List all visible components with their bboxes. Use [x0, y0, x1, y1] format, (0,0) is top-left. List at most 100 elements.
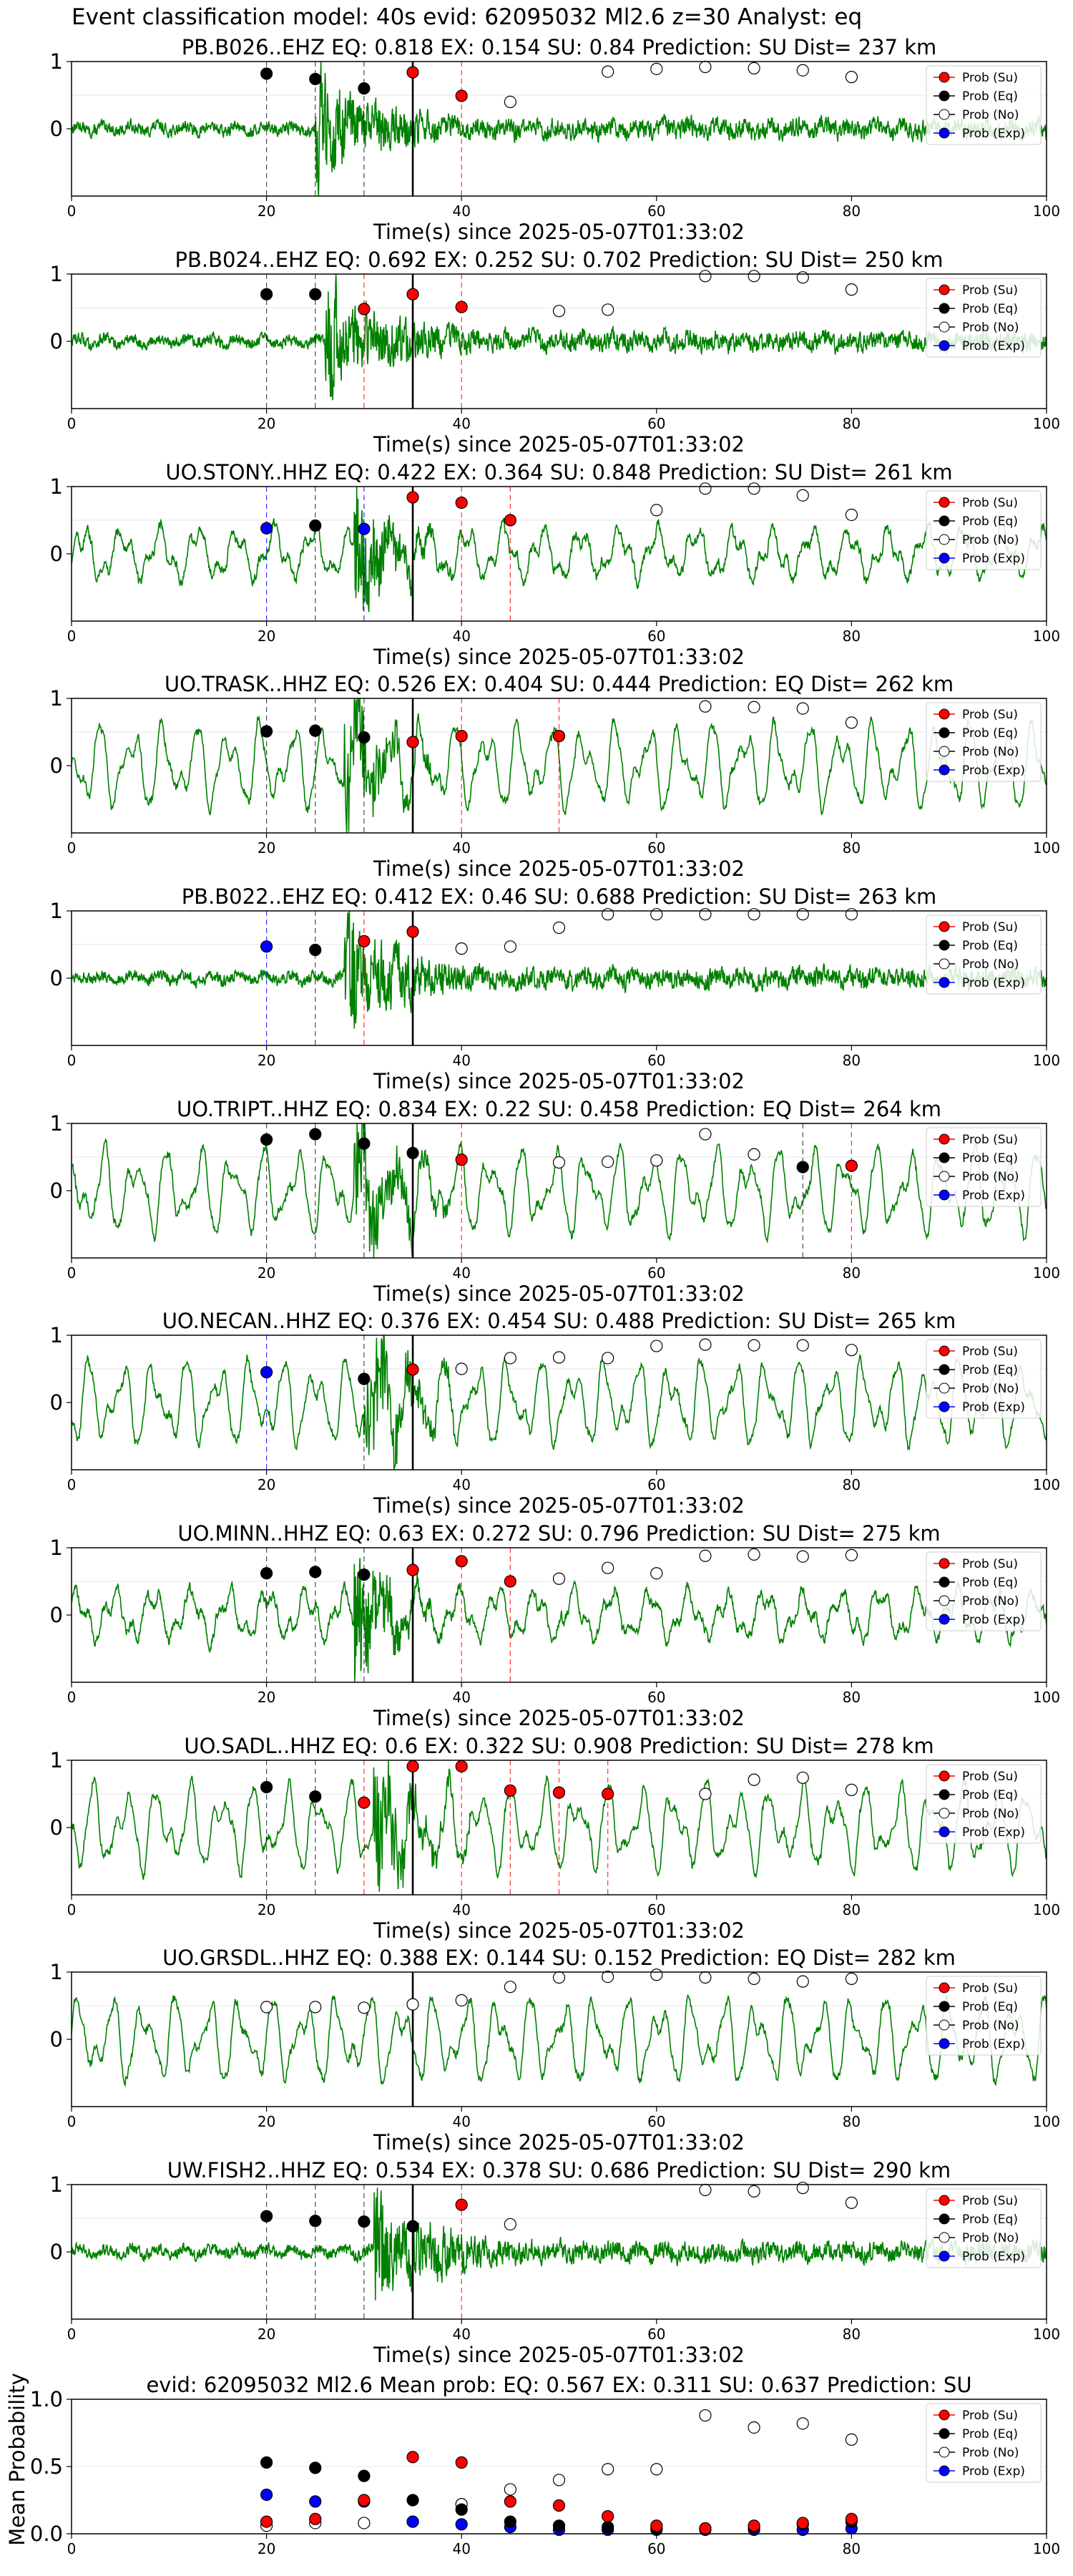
x-tick-label: 0 [67, 203, 77, 220]
plot-area [72, 62, 1047, 196]
legend-label: Prob (Su) [962, 1345, 1018, 1359]
x-tick-label: 0 [67, 2540, 77, 2557]
x-tick-label: 80 [843, 1901, 861, 1918]
prob-no-marker [748, 701, 760, 713]
x-axis-label: Time(s) since 2025-05-07T01:33:02 [373, 2343, 745, 2367]
legend-box [926, 2188, 1042, 2268]
legend-marker [939, 2446, 950, 2458]
x-tick-label: 40 [452, 839, 470, 857]
legend-label: Prob (Su) [962, 1557, 1018, 1571]
plot-area [72, 698, 1047, 833]
legend-marker [939, 2038, 950, 2049]
prob-no-marker [748, 62, 760, 75]
prob-no-marker [699, 1549, 712, 1562]
x-tick-label: 40 [452, 2540, 470, 2557]
legend-label: Prob (Su) [962, 2409, 1018, 2423]
panel-8: UO.MINN..HHZ EQ: 0.63 EX: 0.272 SU: 0.79… [50, 1521, 1061, 1730]
prob-eq-marker [260, 1567, 273, 1580]
plot-area [72, 1972, 1047, 2107]
x-tick-label: 20 [258, 1901, 275, 1918]
prob-su-marker [504, 2495, 516, 2508]
prob-su-marker [552, 2499, 566, 2512]
legend-label: Prob (Eq) [962, 1788, 1018, 1802]
y-tick-label: 1.0 [30, 2387, 63, 2411]
prob-no-marker [406, 1998, 419, 2011]
prob-no-marker [650, 1340, 663, 1352]
prob-eq-marker [358, 1137, 371, 1150]
legend-label: Prob (Exp) [962, 763, 1025, 778]
prob-su-marker [406, 2451, 419, 2464]
prob-eq-marker [358, 82, 371, 95]
legend-label: Prob (Eq) [962, 89, 1018, 104]
legend-label: Prob (No) [962, 2019, 1019, 2033]
prob-no-marker [504, 1981, 516, 1994]
legend-label: Prob (Exp) [962, 2464, 1025, 2479]
prob-su-marker [552, 730, 566, 743]
prob-su-marker [406, 925, 419, 938]
prob-su-marker [455, 1555, 468, 1568]
prob-no-marker [309, 2001, 322, 2014]
legend-label: Prob (Eq) [962, 726, 1018, 741]
legend-marker [939, 515, 950, 527]
legend-label: Prob (Exp) [962, 2250, 1025, 2264]
prob-su-marker [455, 2198, 468, 2211]
x-tick-label: 100 [1033, 1052, 1060, 1069]
axes-frame [71, 486, 1047, 622]
prob-eq-marker [358, 1372, 371, 1385]
prob-exp-marker [309, 2495, 322, 2508]
panel-title: UO.TRASK..HHZ EQ: 0.526 EX: 0.404 SU: 0.… [165, 672, 954, 696]
prob-eq-marker [260, 288, 273, 301]
legend-marker [939, 940, 950, 951]
prob-no-marker [796, 271, 809, 284]
legend-label: Prob (No) [962, 2446, 1019, 2460]
x-tick-label: 0 [67, 1689, 77, 1706]
prob-no-marker [845, 1344, 858, 1357]
panel-6: UO.TRIPT..HHZ EQ: 0.834 EX: 0.22 SU: 0.4… [50, 1097, 1061, 1306]
x-tick-label: 40 [452, 1264, 470, 1282]
y-tick-label: 1 [50, 686, 63, 711]
prob-no-marker [796, 2182, 809, 2195]
panel-12: evid: 62095032 Ml2.6 Mean prob: EQ: 0.56… [5, 2373, 1060, 2557]
legend-marker [939, 1558, 950, 1569]
x-axis-label: Time(s) since 2025-05-07T01:33:02 [373, 1493, 745, 1518]
legend-marker [939, 284, 950, 296]
figure-title: Event classification model: 40s evid: 62… [72, 4, 863, 30]
legend-marker [939, 977, 950, 988]
prob-no-marker [552, 921, 566, 935]
prob-su-marker [699, 2522, 712, 2535]
x-tick-label: 40 [452, 1052, 470, 1069]
x-tick-label: 20 [258, 203, 275, 220]
y-tick-label: 1 [50, 49, 63, 74]
x-tick-label: 80 [843, 1689, 861, 1706]
panel-title: PB.B022..EHZ EQ: 0.412 EX: 0.46 SU: 0.68… [182, 884, 937, 909]
legend-marker [939, 534, 950, 545]
legend-label: Prob (Su) [962, 920, 1018, 935]
x-tick-label: 80 [843, 1264, 861, 1282]
x-tick-label: 0 [67, 415, 77, 432]
legend-marker [939, 1982, 950, 1994]
prob-su-marker [406, 1760, 419, 1773]
prob-su-marker [455, 1153, 468, 1166]
x-tick-label: 0 [67, 1264, 77, 1282]
x-tick-label: 60 [647, 1052, 665, 1069]
prob-no-marker [602, 1970, 614, 1984]
x-tick-label: 100 [1033, 415, 1060, 432]
x-tick-label: 80 [843, 1476, 861, 1493]
y-tick-label: 1 [50, 474, 63, 499]
legend-marker [939, 2195, 950, 2206]
x-axis-label: Time(s) since 2025-05-07T01:33:02 [373, 1282, 745, 1306]
prob-no-marker [796, 1339, 809, 1352]
prob-no-marker [552, 2474, 566, 2487]
axes-frame [71, 1123, 1047, 1259]
legend-marker [939, 2001, 950, 2012]
prob-eq-marker [406, 1146, 419, 1159]
legend-label: Prob (No) [962, 108, 1019, 122]
prob-su-marker [406, 1363, 419, 1376]
legend-label: Prob (Exp) [962, 1189, 1025, 1203]
legend-marker [939, 1189, 950, 1201]
legend-label: Prob (No) [962, 1594, 1019, 1609]
x-tick-label: 60 [647, 1264, 665, 1282]
legend-label: Prob (No) [962, 957, 1019, 972]
prob-no-marker [796, 908, 809, 921]
